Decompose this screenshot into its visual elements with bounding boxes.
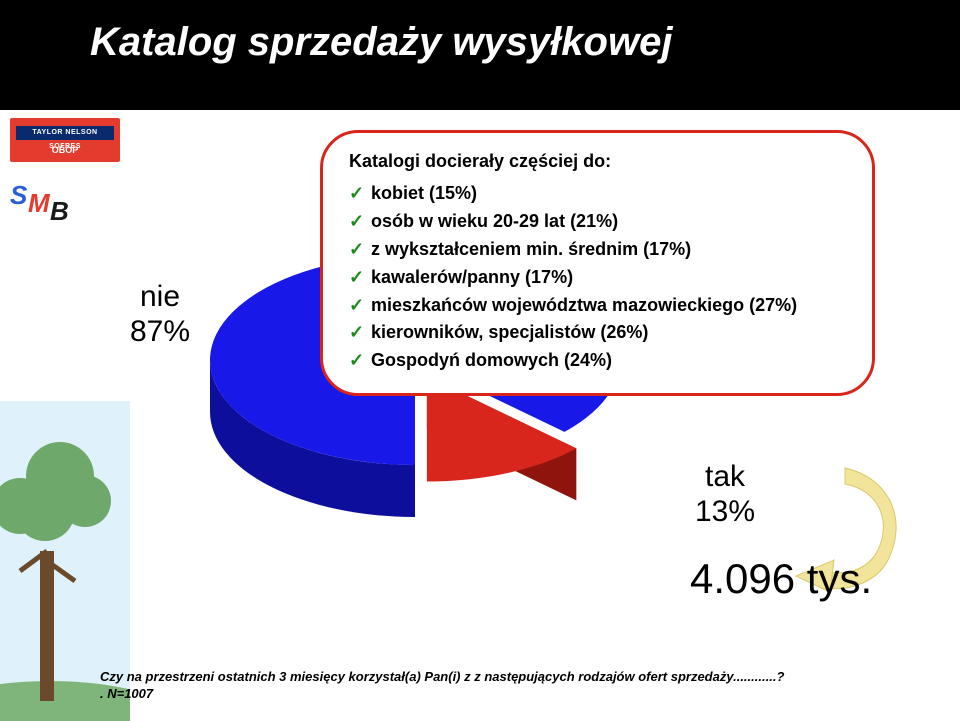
logo-smb-s: S — [10, 180, 27, 211]
logo-tns-sub: OBOP — [16, 144, 114, 156]
footnote-line2: . N=1007 — [100, 686, 153, 701]
callout-box: Katalogi docierały częściej do: kobiet (… — [320, 130, 875, 396]
pie-label-nie-text: nie — [140, 280, 180, 313]
callout-item: Gospodyń domowych (24%) — [349, 347, 846, 375]
callout-item: kierowników, specjalistów (26%) — [349, 319, 846, 347]
title-bar: Katalog sprzedaży wysyłkowej — [0, 0, 960, 110]
page-title: Katalog sprzedaży wysyłkowej — [90, 20, 672, 65]
callout-item: mieszkańców województwa mazowieckiego (2… — [349, 292, 846, 320]
callout-item: kobiet (15%) — [349, 180, 846, 208]
footnote-line1: Czy na przestrzeni ostatnich 3 miesięcy … — [100, 669, 784, 684]
logo-smb: S M B — [10, 180, 80, 230]
logo-tns: TAYLOR NELSON SOFRES OBOP — [10, 118, 120, 162]
callout-item: kawalerów/panny (17%) — [349, 264, 846, 292]
callout-list: kobiet (15%)osób w wieku 20-29 lat (21%)… — [349, 180, 846, 375]
logo-tns-stripe: TAYLOR NELSON SOFRES — [16, 126, 114, 140]
pie-label-tak: tak 13% — [695, 460, 755, 529]
pie-label-nie-pct: 87% — [130, 315, 190, 348]
footnote: Czy na przestrzeni ostatnich 3 miesięcy … — [100, 668, 784, 703]
logo-stack: TAYLOR NELSON SOFRES OBOP S M B — [10, 118, 130, 230]
logo-smb-b: B — [50, 196, 69, 227]
callout-item: osób w wieku 20-29 lat (21%) — [349, 208, 846, 236]
logo-smb-m: M — [28, 188, 50, 219]
callout-item: z wykształceniem min. średnim (17%) — [349, 236, 846, 264]
pie-label-nie: nie 87% — [130, 280, 190, 349]
slide-root: Katalog sprzedaży wysyłkowej TAYLOR NELS… — [0, 0, 960, 721]
total-number: 4.096 tys. — [690, 555, 872, 603]
pie-label-tak-text: tak — [705, 460, 745, 493]
callout-title: Katalogi docierały częściej do: — [349, 151, 846, 172]
pie-label-tak-pct: 13% — [695, 495, 755, 528]
